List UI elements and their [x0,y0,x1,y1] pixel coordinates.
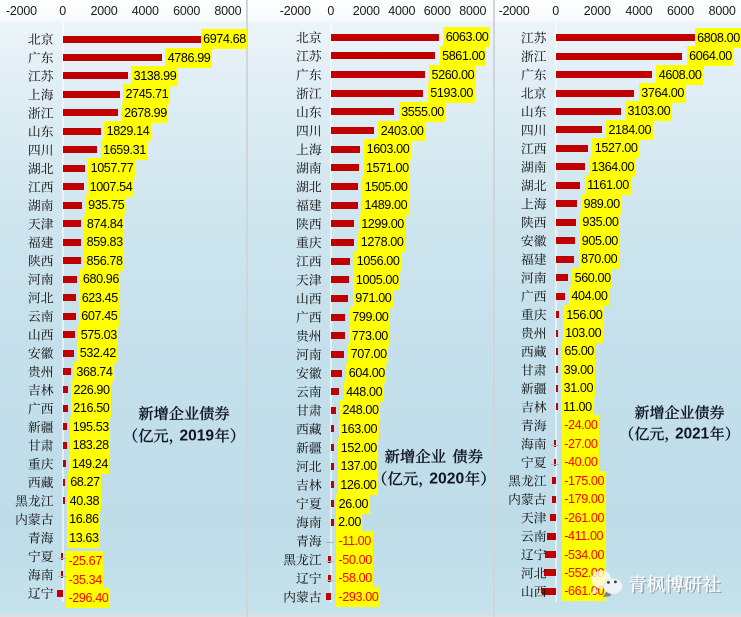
svg-text:2019: 2019 [180,427,215,444]
svg-text:2021: 2021 [675,425,710,442]
svg-text:2020: 2020 [429,470,464,487]
